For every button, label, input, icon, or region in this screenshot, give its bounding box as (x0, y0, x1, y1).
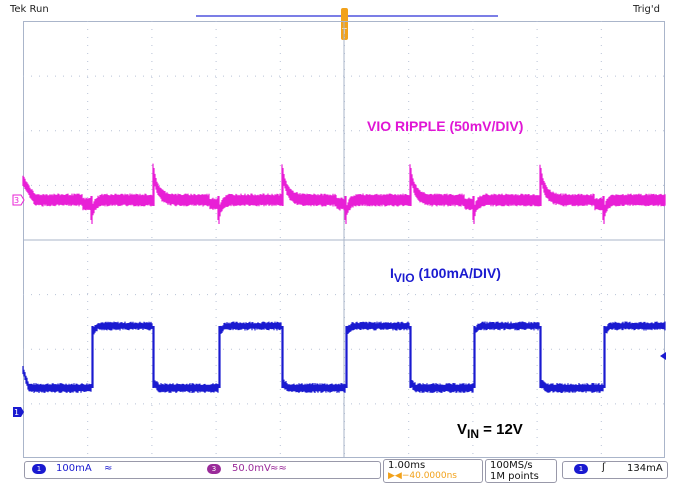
ivio-scale: (100mA/DIV) (414, 265, 501, 281)
vin-value: = 12V (479, 421, 523, 438)
channel-readout-box[interactable] (24, 461, 381, 479)
acquisition-status: Tek Run (10, 4, 49, 15)
ch3-badge[interactable]: 3 (207, 464, 221, 474)
ivio-annotation: IVIO (100mA/DIV) (390, 265, 501, 285)
ch3-ground-marker[interactable]: 3 (12, 194, 25, 206)
ch1-marker-label: 1 (14, 408, 19, 417)
ch3-scale: 50.0mV (232, 463, 271, 474)
ch3-bandwidth-icon: ≈≈ (270, 463, 287, 474)
trigger-delay: ▶◀−40.0000ns (388, 471, 457, 481)
record-length: 1M points (490, 471, 539, 482)
trigger-source-badge: 1 (574, 464, 588, 474)
timebase-value: 1.00ms (388, 460, 426, 471)
ch3-marker-label: 3 (14, 196, 19, 205)
ch3-ripple-trace (22, 163, 666, 224)
trigger-level: 134mA (627, 463, 663, 474)
trigger-slope-icon: ʃ (602, 462, 606, 473)
status-bar: 1 100mA ≈ 3 50.0mV ≈≈ 1.00ms ▶◀−40.0000n… (22, 459, 674, 483)
ch1-ground-marker[interactable]: 1 (13, 407, 24, 417)
ch1-current-trace (22, 321, 666, 393)
ivio-main: I (390, 265, 394, 281)
vin-annotation: VIN = 12V (457, 421, 523, 441)
sample-rate: 100MS/s (490, 460, 533, 471)
vin-subscript: IN (467, 427, 480, 441)
trigger-status: Trig'd (633, 4, 660, 15)
trigger-readout-box[interactable] (562, 461, 668, 479)
ripple-annotation: VIO RIPPLE (50mV/DIV) (367, 118, 524, 134)
ch1-trigger-level-arrow[interactable] (660, 352, 666, 360)
ch1-scale: 100mA (56, 463, 92, 474)
ivio-subscript: VIO (393, 270, 415, 285)
ch1-badge[interactable]: 1 (32, 464, 46, 474)
vin-main: V (457, 421, 468, 438)
ch1-bandwidth-icon: ≈ (104, 463, 113, 474)
